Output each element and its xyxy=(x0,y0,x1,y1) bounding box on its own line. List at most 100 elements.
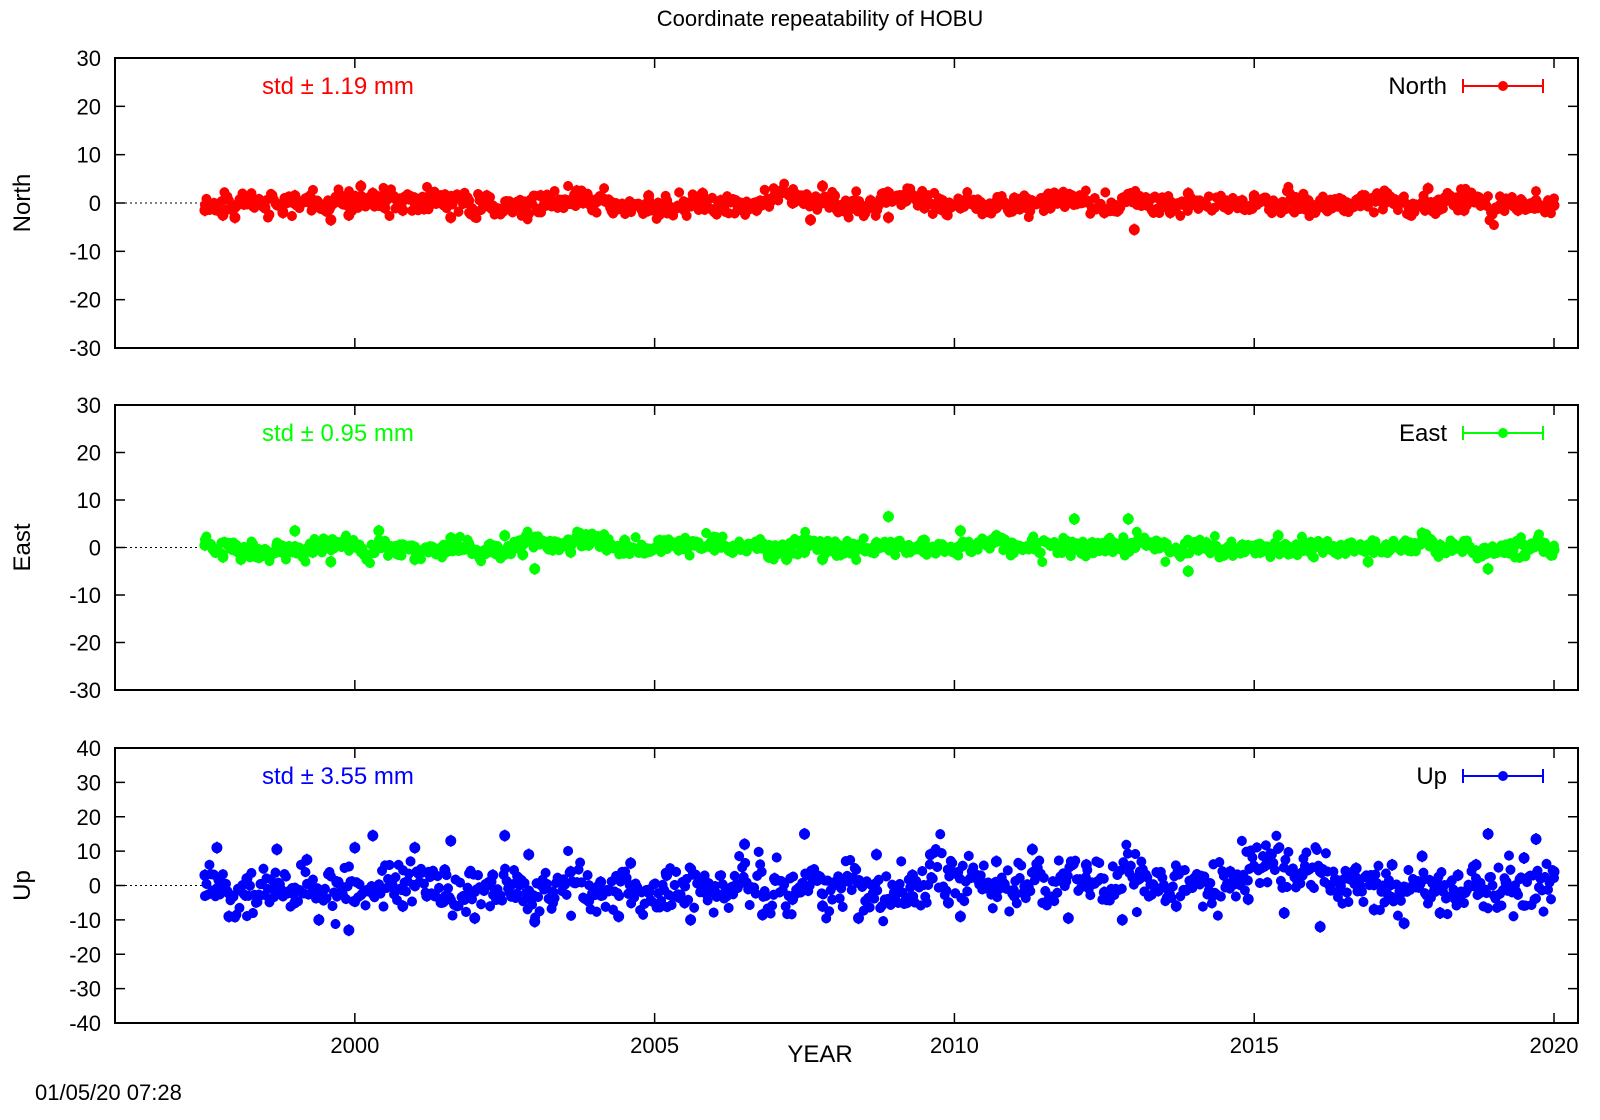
noise-point xyxy=(630,532,641,543)
data-point xyxy=(1236,539,1248,551)
legend-marker-north xyxy=(1498,81,1508,91)
data-point xyxy=(1068,513,1080,525)
data-point xyxy=(1500,544,1512,556)
data-point xyxy=(289,190,301,202)
data-point xyxy=(817,553,829,565)
data-point xyxy=(936,195,948,207)
noise-point xyxy=(471,213,482,224)
data-point xyxy=(325,556,337,568)
data-point xyxy=(1476,195,1488,207)
data-point xyxy=(445,212,457,223)
noise-point xyxy=(476,899,487,910)
legend-east: East xyxy=(1399,420,1544,447)
data-point xyxy=(1536,542,1548,553)
noise-point xyxy=(307,874,318,885)
noise-point xyxy=(307,184,318,195)
std-label-east: std ± 0.95 mm xyxy=(262,420,414,447)
data-point xyxy=(277,207,289,219)
data-point xyxy=(799,546,811,558)
data-point xyxy=(1548,544,1560,556)
data-point xyxy=(481,544,493,556)
data-point xyxy=(517,199,529,211)
y-tick-label-east: 10 xyxy=(77,488,101,513)
noise-point xyxy=(872,885,883,896)
noise-point xyxy=(740,857,751,868)
noise-point xyxy=(1100,187,1111,198)
y-tick-label-up: 40 xyxy=(77,736,101,761)
noise-point xyxy=(1308,552,1319,563)
y-tick-label-east: 30 xyxy=(77,393,101,418)
noise-point xyxy=(881,871,892,882)
noise-point xyxy=(890,550,901,561)
data-point xyxy=(217,209,229,221)
data-point xyxy=(397,204,409,216)
data-point xyxy=(355,180,367,192)
data-point xyxy=(235,553,247,565)
noise-point xyxy=(878,916,889,927)
data-point xyxy=(1452,542,1464,553)
data-point xyxy=(918,202,930,214)
y-tick-label-north: 0 xyxy=(89,191,101,216)
noise-point xyxy=(671,866,682,877)
data-point xyxy=(1200,199,1212,211)
noise-point xyxy=(270,867,281,878)
x-tick-label: 2010 xyxy=(930,1033,979,1058)
data-point xyxy=(661,195,673,207)
data-point xyxy=(553,197,565,209)
data-point xyxy=(463,195,475,207)
y-tick-label-east: 0 xyxy=(89,536,101,561)
data-point xyxy=(607,197,619,209)
noise-point xyxy=(1035,547,1046,558)
data-point xyxy=(307,546,319,558)
noise-point xyxy=(953,550,964,561)
data-point xyxy=(1518,539,1530,551)
data-point xyxy=(535,190,547,202)
noise-point xyxy=(563,180,574,191)
noise-point xyxy=(843,212,854,223)
data-point xyxy=(325,214,337,226)
noise-point xyxy=(1531,186,1542,197)
data-point xyxy=(1356,190,1368,202)
noise-point xyxy=(1160,556,1171,567)
data-point xyxy=(571,185,583,197)
noise-point xyxy=(1488,220,1499,231)
data-point xyxy=(805,214,817,226)
noise-point xyxy=(453,206,464,217)
data-point xyxy=(763,551,775,563)
data-point xyxy=(307,202,319,214)
data-point xyxy=(787,197,799,209)
data-point xyxy=(864,195,876,207)
data-point xyxy=(643,190,655,202)
data-point xyxy=(1086,537,1098,549)
data-point xyxy=(846,202,858,214)
data-point xyxy=(1434,539,1446,551)
noise-point xyxy=(473,870,484,881)
data-point xyxy=(217,551,229,563)
data-point xyxy=(361,553,373,565)
noise-point xyxy=(258,863,269,874)
data-point xyxy=(241,195,253,207)
data-point xyxy=(1164,207,1176,219)
y-tick-label-up: 0 xyxy=(89,874,101,899)
noise-point xyxy=(447,910,458,921)
y-tick-label-north: 20 xyxy=(77,94,101,119)
noise-point xyxy=(729,870,740,881)
noise-point xyxy=(534,906,545,917)
data-point xyxy=(1044,202,1056,214)
data-point xyxy=(1422,183,1434,194)
data-point xyxy=(829,190,841,202)
noise-point xyxy=(247,908,258,919)
noise-point xyxy=(591,207,602,218)
x-tick-label: 2005 xyxy=(630,1033,679,1058)
series-band-up xyxy=(199,829,1560,930)
y-tick-label-east: -10 xyxy=(69,583,101,608)
series-band-north xyxy=(199,178,1560,231)
noise-point xyxy=(280,871,291,882)
data-point xyxy=(1098,207,1110,219)
data-point xyxy=(463,539,475,551)
noise-point xyxy=(360,900,371,911)
noise-point xyxy=(851,186,862,197)
data-point xyxy=(852,539,864,551)
data-point xyxy=(1458,204,1470,216)
